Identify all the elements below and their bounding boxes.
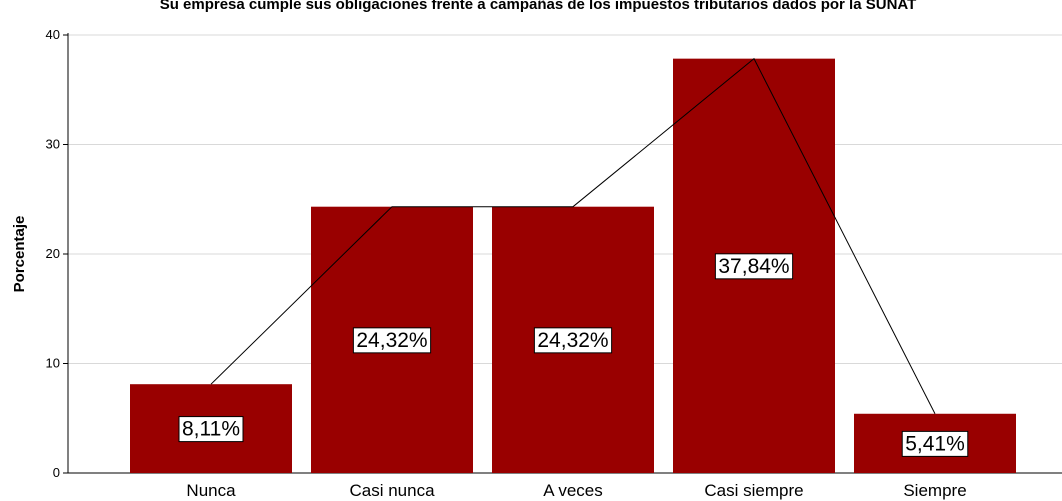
x-axis-ticks: Nunca Casi nunca A veces Casi siempre Siempr… [186, 481, 966, 500]
overlay-line [210, 57, 936, 414]
y-tick-label: 10 [46, 356, 60, 371]
bars [130, 58, 1016, 474]
y-tick-label: 20 [46, 246, 60, 261]
x-tick-label: Casi siempre [704, 481, 803, 500]
data-label: 24,32% [533, 327, 613, 354]
chart-title: Su empresa cumple sus obligaciones frent… [160, 0, 917, 13]
data-label: 24,32% [352, 327, 432, 354]
y-axis-label: Porcentaje [11, 216, 28, 293]
svg-text:37,84%: 37,84% [718, 255, 789, 278]
y-tick-label: 40 [46, 27, 60, 42]
svg-text:24,32%: 24,32% [356, 329, 427, 352]
data-label: 5,41% [901, 430, 969, 457]
data-labels: 8,11% 24,32% 24,32% 37,84% 5,41% [178, 253, 969, 457]
x-tick-label: Nunca [186, 481, 236, 500]
y-tick-label: 30 [46, 137, 60, 152]
y-tick-label: 0 [53, 465, 60, 480]
svg-text:8,11%: 8,11% [182, 418, 240, 441]
svg-text:5,41%: 5,41% [905, 432, 965, 455]
y-axis-ticks: 0 10 20 30 40 [46, 27, 68, 480]
data-label: 37,84% [714, 253, 794, 280]
x-tick-label: Casi nunca [349, 481, 435, 500]
data-label: 8,11% [178, 416, 244, 443]
x-tick-label: Siempre [903, 481, 966, 500]
x-tick-label: A veces [543, 481, 603, 500]
svg-text:24,32%: 24,32% [537, 329, 608, 352]
